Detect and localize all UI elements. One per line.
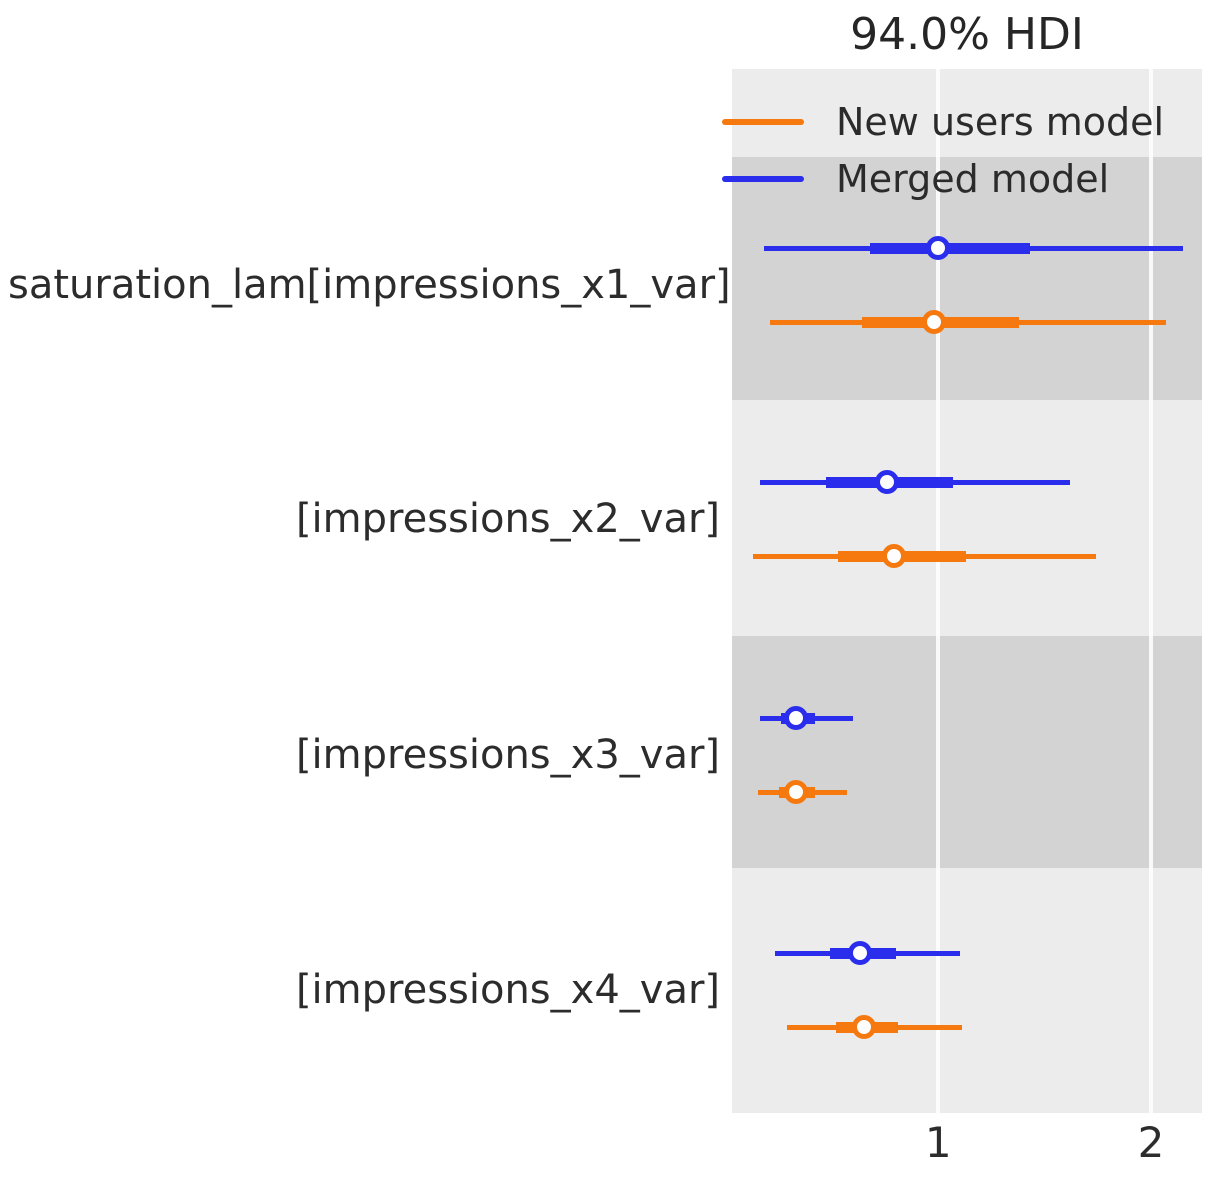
plot-area [732,69,1202,1113]
median-point-marker [881,544,906,568]
median-point-marker [851,1015,876,1039]
parameter-label: saturation_lam[impressions_x1_var] [8,262,731,308]
x-tick-label: 2 [1137,1118,1165,1167]
legend-label: New users model [836,100,1165,144]
row-shading-band [732,636,1202,868]
legend-label: Merged model [836,157,1110,201]
merged-model-line-icon [722,176,804,182]
median-point-marker [922,310,947,334]
row-shading-band [732,157,1202,400]
median-point-marker [926,236,951,260]
parameter-label: [impressions_x4_var] [295,967,720,1013]
x-tick-label: 1 [924,1118,952,1167]
median-point-marker [783,780,808,804]
median-point-marker [847,941,872,965]
gridline [1148,69,1153,1113]
parameter-label: [impressions_x2_var] [295,496,720,542]
gridline [936,69,941,1113]
median-point-marker [783,706,808,730]
parameter-label: [impressions_x3_var] [295,732,720,778]
median-point-marker [875,470,900,494]
chart-title: 94.0% HDI [850,9,1084,60]
new-users-model-line-icon [722,119,804,125]
